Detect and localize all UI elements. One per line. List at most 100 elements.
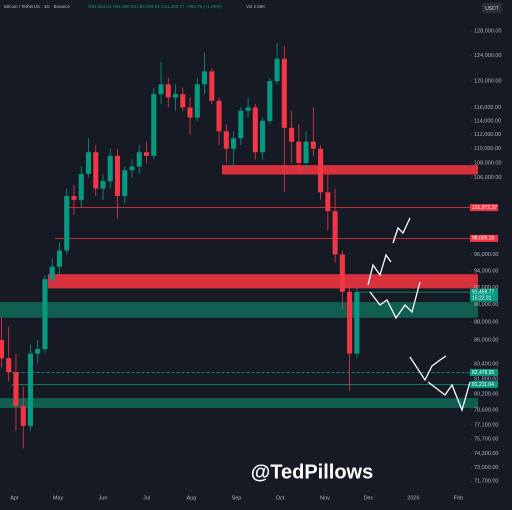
candle-body — [42, 279, 48, 350]
price-tag — [470, 380, 498, 388]
x-tick-label: Oct — [276, 495, 285, 501]
candle-body — [49, 266, 55, 280]
candle-body — [93, 152, 99, 189]
candle-body — [0, 339, 4, 359]
y-tick-label: 78,600.00 — [474, 407, 498, 413]
candle-body — [71, 196, 77, 200]
header-volume: Vol 2.59K — [246, 4, 265, 9]
header-ohlc: O91,484.01 H91,950.00 L90,089.91 C91,459… — [88, 4, 222, 9]
arrow — [427, 381, 471, 413]
y-tick-label: 81,800.00 — [474, 376, 498, 382]
candle-body — [260, 120, 266, 153]
candle-body — [107, 155, 113, 182]
arrow — [367, 253, 392, 286]
zone — [0, 398, 478, 408]
y-tick-label: 92,000.00 — [474, 285, 498, 291]
currency-box — [482, 3, 502, 13]
candle-body — [35, 349, 41, 354]
price-tag-label: 101,972.37 — [472, 205, 497, 211]
y-tick-label: 80,200.00 — [474, 392, 498, 398]
candle-body — [267, 81, 273, 121]
candle-body — [187, 107, 193, 118]
x-tick-label: Feb — [454, 495, 463, 501]
candle-body — [64, 196, 70, 251]
candle-body — [151, 94, 157, 156]
price-tag-label: 81,211.04 — [472, 382, 494, 388]
candle-body — [332, 211, 338, 255]
candle-body — [223, 131, 229, 149]
y-tick-label: 73,000.00 — [474, 465, 498, 471]
candle-body — [20, 405, 26, 426]
candle-body — [245, 107, 251, 111]
y-tick-label: 83,400.00 — [474, 361, 498, 367]
y-tick-label: 94,000.00 — [474, 268, 498, 274]
candle-body — [85, 152, 92, 174]
price-tag — [470, 288, 498, 302]
zone — [0, 302, 478, 318]
candle-body — [303, 141, 309, 163]
y-tick-label: 74,300.00 — [474, 451, 498, 457]
zone — [47, 274, 479, 289]
y-tick-label: 124,000.00 — [474, 53, 502, 59]
x-tick-label: Jul — [143, 495, 150, 501]
candle-body — [274, 58, 280, 82]
candle-body — [180, 94, 186, 108]
y-tick-label: 112,000.00 — [474, 132, 501, 138]
candle-body — [347, 291, 353, 354]
price-tag-note: 15:22:31 — [472, 295, 492, 301]
y-tick-label: 88,000.00 — [474, 320, 498, 326]
x-tick-label: Nov — [320, 495, 330, 501]
candle-body — [201, 71, 208, 85]
candle-body — [100, 181, 106, 189]
y-tick-label: 108,000.00 — [474, 160, 502, 166]
y-tick-label: 77,100.00 — [474, 422, 498, 428]
y-tick-label: 71,700.00 — [474, 479, 498, 485]
candle-body — [339, 254, 345, 292]
price-tag — [470, 368, 498, 376]
x-tick-label: May — [53, 495, 64, 501]
y-tick-label: 128,000.00 — [474, 28, 502, 34]
candle-body — [13, 372, 19, 406]
arrow — [409, 355, 447, 382]
x-tick-label: Dec — [364, 495, 374, 501]
candle-body — [216, 100, 222, 132]
candle-body — [78, 173, 84, 200]
candle-body — [122, 170, 128, 197]
y-tick-label: 106,000.00 — [474, 175, 502, 181]
price-tag — [470, 204, 498, 212]
y-tick-label: 90,000.00 — [474, 302, 498, 308]
candle-body — [194, 84, 200, 118]
candle-body — [325, 192, 331, 212]
arrow — [392, 217, 411, 244]
candle-body — [296, 141, 302, 163]
projection-arrows — [367, 217, 471, 413]
x-tick-label: Jun — [99, 495, 108, 501]
candle-body — [114, 155, 121, 197]
y-tick-label: 114,000.00 — [474, 118, 501, 124]
currency: USDT — [485, 6, 499, 12]
candle-body — [172, 94, 179, 98]
header-title: Bitcoin / TetherUS · 1D · Binance — [4, 4, 70, 9]
candle-body — [354, 292, 360, 354]
candle-body — [252, 107, 258, 153]
candle-body — [129, 166, 135, 171]
candle-body — [310, 141, 316, 149]
x-tick-label: Aug — [187, 495, 197, 501]
price-tag-label: 91,459.77 — [472, 289, 494, 295]
x-tick-label: 2026 — [407, 495, 419, 501]
candle-body — [27, 353, 34, 426]
arrow — [369, 281, 421, 320]
candle-body — [165, 84, 171, 98]
y-tick-label: 96,000.00 — [474, 252, 498, 258]
candle-body — [289, 127, 295, 142]
y-tick-label: 86,000.00 — [474, 337, 498, 343]
price-tag — [470, 234, 498, 242]
x-tick-label: Apr — [10, 495, 19, 501]
candle-body — [231, 138, 237, 149]
x-tick-label: Sep — [232, 495, 242, 501]
y-tick-label: 120,000.00 — [474, 79, 502, 85]
candle-body — [136, 152, 142, 167]
y-tick-label: 75,700.00 — [474, 437, 498, 443]
